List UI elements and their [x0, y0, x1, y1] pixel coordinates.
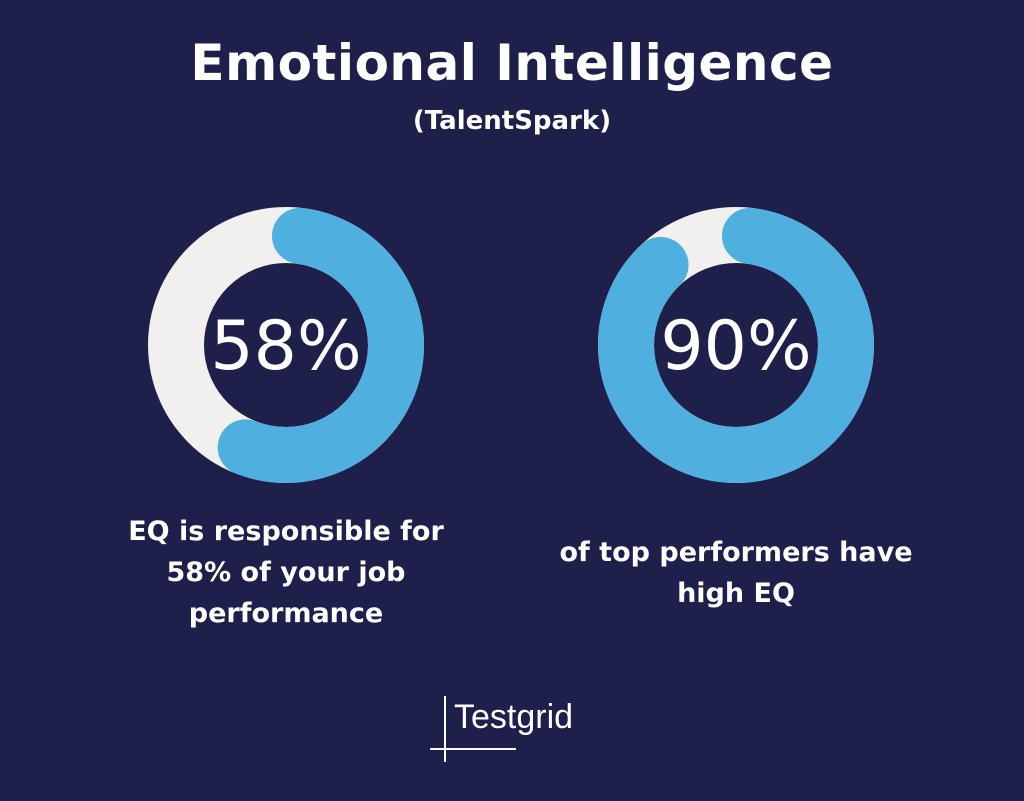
caption-line: EQ is responsible for — [128, 516, 444, 547]
brand-name: Testgrid — [454, 698, 574, 736]
donut-value-arc — [217, 207, 424, 483]
page-title: Emotional Intelligence — [190, 34, 834, 92]
caption-line: of top performers have — [559, 537, 913, 568]
caption-58: EQ is responsible for 58% of your job pe… — [76, 511, 496, 634]
donut-chart-90: 90% — [598, 207, 874, 483]
testgrid-logo: Testgrid — [430, 696, 600, 766]
caption-90: of top performers have high EQ — [526, 532, 946, 614]
logo-horizontal-line — [430, 748, 516, 750]
donut-center-label: 58% — [210, 307, 361, 386]
donut-chart-58: 58% — [148, 207, 424, 483]
caption-line: 58% of your job — [166, 557, 406, 588]
caption-line: performance — [188, 598, 384, 629]
caption-line: high EQ — [677, 578, 795, 609]
donut-center-label: 90% — [660, 307, 811, 386]
logo-vertical-line — [444, 696, 446, 762]
page-subtitle: (TalentSpark) — [412, 106, 612, 136]
donut-value-arc — [598, 207, 874, 483]
